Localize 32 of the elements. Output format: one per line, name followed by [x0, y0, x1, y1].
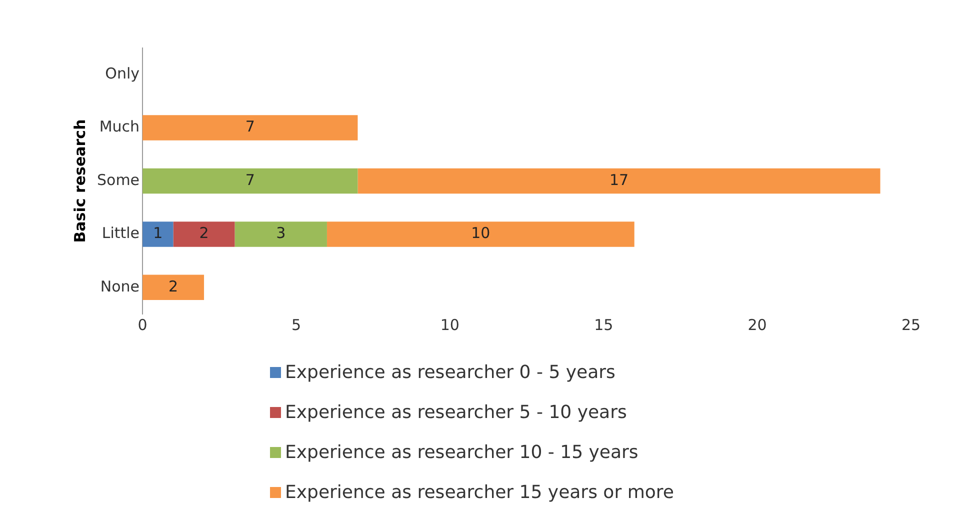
bar — [142, 274, 204, 300]
bar — [358, 168, 880, 194]
bar — [326, 222, 634, 247]
legend-label: Experience as researcher 10 - 15 years — [285, 442, 638, 462]
y-tick-label: Only — [105, 64, 140, 82]
x-tick-label: 0 — [138, 316, 148, 334]
data-label: 10 — [471, 224, 490, 242]
bar — [234, 222, 327, 247]
data-label: 17 — [609, 170, 629, 189]
data-label: 1 — [153, 224, 163, 242]
data-label: 7 — [245, 118, 255, 136]
data-label: 3 — [276, 224, 286, 242]
x-tick-label: 20 — [748, 316, 767, 334]
x-tick-label: 5 — [291, 316, 302, 334]
legend-label: Experience as researcher 0 - 5 years — [285, 362, 616, 382]
y-tick-label: Much — [99, 118, 140, 136]
bar — [142, 115, 358, 140]
x-tick-label: 15 — [594, 316, 614, 334]
bar — [142, 222, 174, 247]
bar — [173, 222, 235, 247]
y-tick-label: Some — [96, 170, 140, 189]
data-label: 2 — [199, 224, 209, 242]
y-axis-title: Basic research — [70, 119, 89, 243]
data-label: 2 — [168, 277, 178, 296]
x-tick-label: 10 — [440, 316, 460, 334]
legend-label: Experience as researcher 15 years or more — [285, 482, 674, 502]
y-tick-label: None — [100, 277, 140, 296]
bar — [142, 168, 358, 194]
data-label: 7 — [245, 170, 255, 189]
y-tick-label: Little — [102, 224, 140, 242]
x-tick-label: 25 — [901, 316, 921, 334]
legend-label: Experience as researcher 5 - 10 years — [285, 402, 627, 422]
